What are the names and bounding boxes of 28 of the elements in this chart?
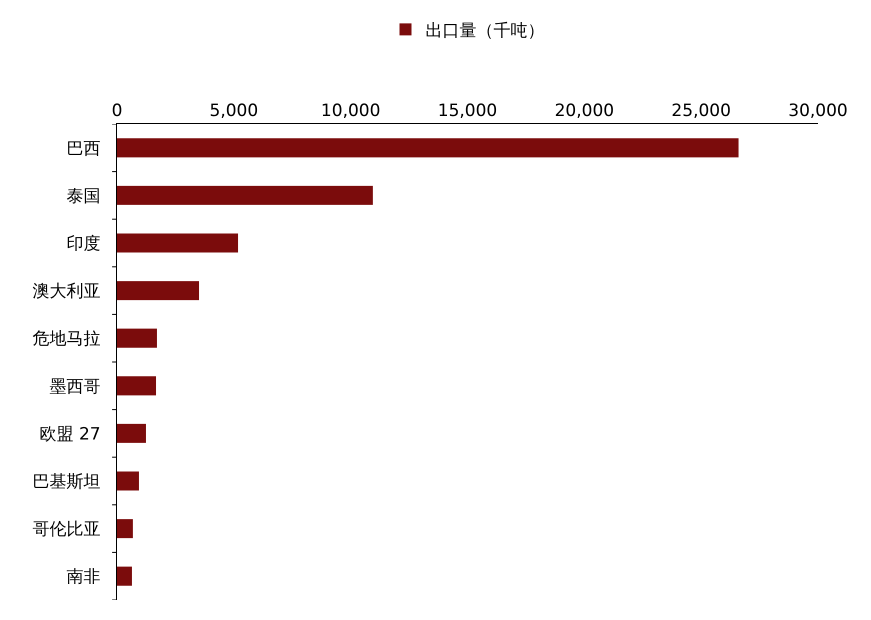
bar: [117, 424, 146, 443]
x-tick-label: 20,000: [554, 101, 614, 122]
x-tick-label: 30,000: [788, 101, 848, 122]
legend-label: 出口量（千吨）: [426, 21, 544, 42]
bar: [117, 519, 133, 538]
x-tick-label: 10,000: [320, 101, 380, 122]
bar: [117, 376, 156, 396]
bar: [117, 138, 739, 158]
y-tick-label: 墨西哥: [50, 376, 101, 397]
y-tick-label: 泰国: [66, 186, 101, 206]
y-tick-label: 澳大利亚: [32, 282, 101, 302]
bar: [117, 566, 132, 586]
x-tick-label: 15,000: [438, 101, 498, 122]
bar: [117, 281, 200, 300]
y-tick-label: 印度: [66, 234, 101, 254]
x-tick-label: 0: [112, 101, 122, 122]
y-tick-label: 巴基斯坦: [32, 472, 101, 492]
y-tick-label: 欧盟 27: [40, 424, 101, 444]
y-tick-label: 巴西: [66, 138, 101, 159]
y-tick-label: 危地马拉: [32, 329, 101, 350]
x-tick-label: 25,000: [671, 101, 731, 122]
bar: [117, 233, 238, 253]
bar: [117, 471, 139, 491]
bar: [117, 328, 157, 348]
y-tick-label: 哥伦比亚: [32, 520, 101, 540]
bar: [117, 186, 373, 205]
x-tick-label: 5,000: [209, 101, 258, 122]
y-tick-label: 南非: [66, 567, 101, 588]
